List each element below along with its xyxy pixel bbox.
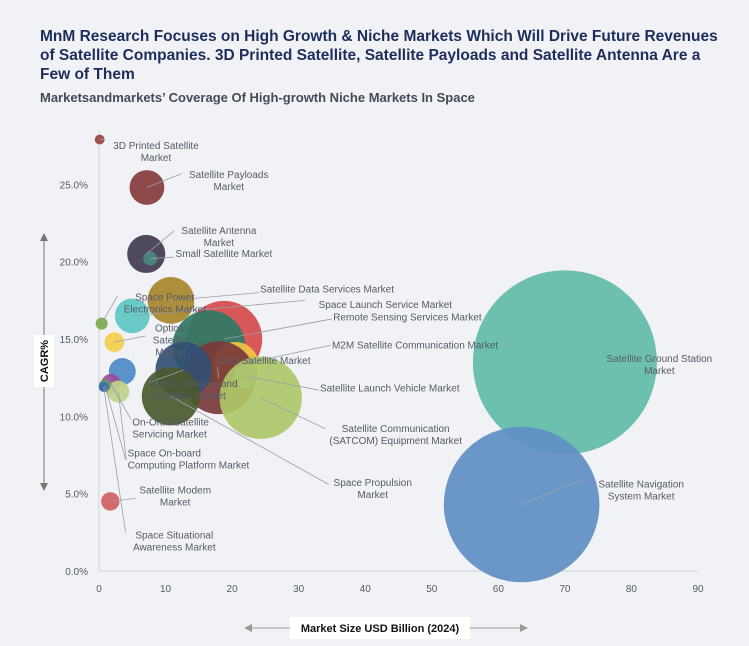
y-tick-label: 20.0% (60, 258, 88, 269)
leader-line (149, 369, 184, 383)
bubble-label: Satellite Payloads Market (189, 170, 269, 193)
bubble-label: 3D Printed Satellite Market (113, 141, 199, 164)
bubble-label: On-Orbit Satellite Servicing Market (132, 418, 209, 441)
bubble-label: Remote Sensing Services Market (333, 312, 482, 323)
x-tick-label: 50 (426, 584, 438, 595)
bubble-label: Satellite Navigation System Market (598, 479, 684, 502)
leader-line (132, 299, 306, 317)
y-tick-label: 25.0% (60, 180, 88, 191)
leader-line (260, 397, 326, 430)
bubble-label: Satellite Ground Station Market (607, 354, 713, 377)
leader-line (104, 385, 127, 460)
bubble-label: Space Propulsion Market (334, 478, 412, 501)
y-axis-title: CAGR% (39, 340, 51, 382)
leader-line (110, 383, 132, 420)
leader-line (521, 479, 582, 505)
chart-subtitle: Marketsandmarkets’ Coverage Of High-grow… (40, 90, 475, 105)
bubble-label: Space Situational Awareness Market (133, 531, 216, 554)
leader-line (146, 173, 182, 188)
bubble-label: Small Satellite Market (176, 249, 273, 260)
bubble[interactable] (129, 170, 165, 205)
bubble-label: Space Launch Service Market (319, 300, 453, 311)
leader-line (145, 230, 175, 255)
bubble-label: Space Sensors and Actuators Market (150, 379, 237, 402)
y-axis-arrowhead-down (40, 483, 48, 491)
bubble-label: Satellite Modem Market (139, 486, 211, 509)
leader-line (217, 366, 220, 378)
x-axis-arrowhead-right (520, 624, 528, 632)
leader-line (117, 391, 127, 460)
x-tick-label: 30 (293, 584, 305, 595)
x-tick-label: 0 (96, 584, 102, 595)
leader-lines (99, 139, 582, 533)
bubble-label: LEO Satellite Market (219, 356, 311, 367)
x-tick-label: 80 (626, 584, 638, 595)
y-axis-arrowhead-up (40, 233, 48, 241)
leader-line (114, 335, 146, 343)
plot-area (98, 130, 698, 572)
x-tick-label: 40 (360, 584, 372, 595)
x-tick-label: 10 (160, 584, 172, 595)
x-tick-label: 90 (692, 584, 704, 595)
leader-line (150, 256, 175, 260)
y-tick-label: 15.0% (60, 335, 88, 346)
leader-line (170, 292, 259, 301)
bubble-label: M2M Satellite Communication Market (332, 340, 498, 351)
bubble-label: Satellite Communication (SATCOM) Equipmen… (329, 424, 462, 447)
x-tick-label: 70 (559, 584, 571, 595)
bubble-labels: 3D Printed Satellite Market Satellite Payl… (113, 141, 712, 554)
bubble[interactable] (443, 426, 600, 583)
x-axis-arrowhead-left (244, 624, 252, 632)
y-axis-title-box (34, 335, 54, 387)
x-tick-label: 60 (493, 584, 505, 595)
y-tick-label: 10.0% (60, 412, 88, 423)
bubble[interactable] (101, 492, 120, 511)
leader-line (170, 395, 329, 485)
leader-line (235, 344, 331, 366)
y-tick-label: 0.0% (65, 567, 88, 578)
x-tick-label: 20 (227, 584, 239, 595)
chart-title: MnM Research Focuses on High Growth & Ni… (40, 28, 718, 83)
bubble-label: Satellite Data Services Market (260, 285, 394, 296)
x-axis-title-box (290, 617, 470, 639)
x-axis-title: Market Size USD Billion (2024) (301, 623, 460, 635)
leader-line (245, 375, 319, 391)
axis-ticks: 0 10 20 30 40 50 60 70 80 90 0.0% 5.0% 10.0% 15.0% 20.… (60, 180, 704, 595)
leader-line (103, 386, 127, 533)
leader-line (224, 318, 333, 340)
bubble-label: Satellite Launch Vehicle Market (320, 384, 460, 395)
bubble[interactable] (472, 270, 657, 455)
y-tick-label: 5.0% (65, 490, 88, 501)
bubble-label: Space Power Electronics Market (124, 292, 206, 315)
leader-line (110, 497, 136, 502)
bubble-label: Satellite Antenna Market (181, 226, 256, 249)
bubble[interactable] (95, 317, 108, 330)
bubble-label: Space On-board Computing Platform Market (128, 449, 250, 472)
bubble[interactable] (141, 367, 200, 426)
bubbles-layer (94, 134, 657, 583)
leader-line (101, 295, 118, 324)
bubble-label: Optical Satellite Market (153, 323, 189, 358)
